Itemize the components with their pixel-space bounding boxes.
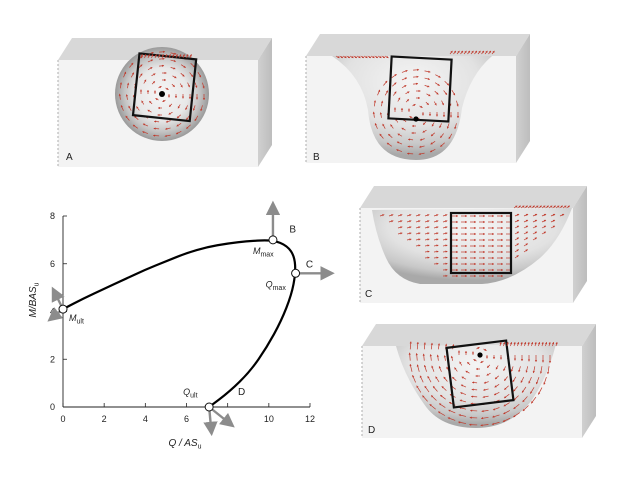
y-tick-label: 8 xyxy=(50,211,55,221)
x-axis-title: Q / ASu xyxy=(169,438,202,451)
x-tick-label: 10 xyxy=(264,414,274,424)
panel-a-rotation-center xyxy=(159,91,165,97)
panel-c-label: C xyxy=(365,289,372,300)
x-tick-label: 6 xyxy=(184,414,189,424)
y-tick-label: 0 xyxy=(50,402,55,412)
curve-letter: B xyxy=(289,225,296,236)
panel-d: D xyxy=(362,324,596,438)
y-tick-label: 6 xyxy=(50,259,55,269)
key-point-marker xyxy=(59,305,67,313)
x-tick-label: 0 xyxy=(60,414,65,424)
panel-b-top-face xyxy=(306,34,530,56)
panel-c: C xyxy=(360,186,587,303)
key-point-label: Mult xyxy=(69,313,84,326)
key-point-label: Qmax xyxy=(266,279,287,292)
panel-c-top-face xyxy=(360,186,587,208)
curve-letter: C xyxy=(306,259,313,270)
key-point-label: Qult xyxy=(183,387,197,400)
panel-b-side-face xyxy=(516,34,530,163)
y-axis-title: M/BASu xyxy=(28,282,41,317)
x-tick-label: 2 xyxy=(102,414,107,424)
panel-a: A xyxy=(58,38,272,167)
curve-letter: D xyxy=(238,387,245,398)
y-tick-label: 2 xyxy=(50,354,55,364)
panel-b: B xyxy=(306,34,530,163)
key-point-marker xyxy=(292,269,300,277)
panel-a-label: A xyxy=(66,152,73,163)
x-tick-label: 12 xyxy=(305,414,315,424)
panel-b-label: B xyxy=(313,152,320,163)
panel-d-label: D xyxy=(368,425,375,436)
capacity-curve xyxy=(63,240,295,407)
key-points: Mult Mmax Qmax Qult xyxy=(59,236,300,411)
key-point-label: Mmax xyxy=(253,246,274,259)
panel-d-rotation-center xyxy=(477,352,482,357)
panel-d-top-face xyxy=(362,324,596,346)
key-point-marker xyxy=(269,236,277,244)
x-tick-label: 4 xyxy=(143,414,148,424)
panel-b-rotation-center xyxy=(413,116,418,121)
panel-a-side-face xyxy=(258,38,272,167)
key-point-marker xyxy=(205,403,213,411)
